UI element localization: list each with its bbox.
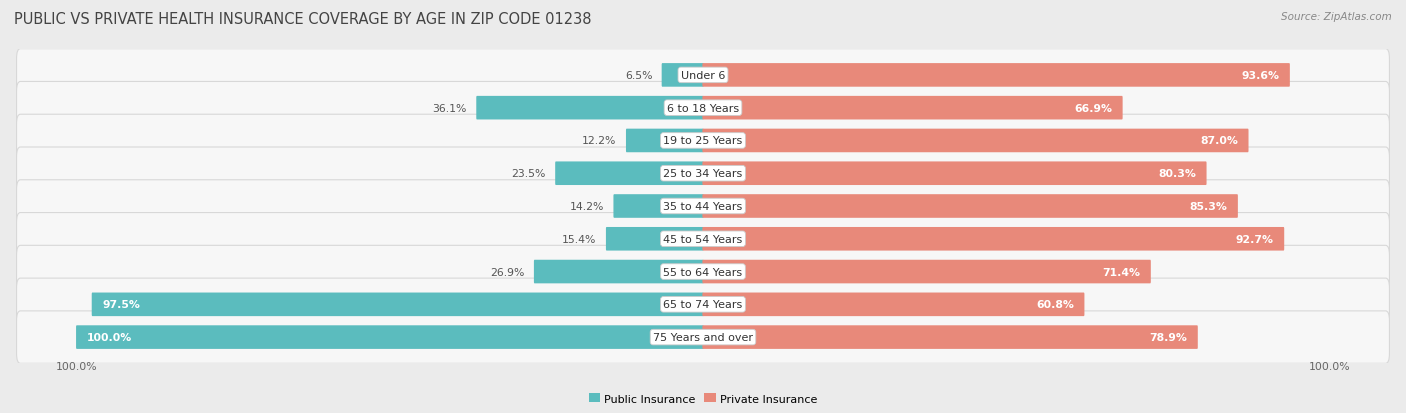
FancyBboxPatch shape [626,129,703,153]
Text: Under 6: Under 6 [681,71,725,81]
Text: 12.2%: 12.2% [582,136,617,146]
FancyBboxPatch shape [703,162,1206,185]
Text: 6 to 18 Years: 6 to 18 Years [666,103,740,114]
Text: 26.9%: 26.9% [491,267,524,277]
Text: 78.9%: 78.9% [1149,332,1187,342]
FancyBboxPatch shape [534,260,703,284]
Text: 55 to 64 Years: 55 to 64 Years [664,267,742,277]
Text: 75 Years and over: 75 Years and over [652,332,754,342]
Text: 35 to 44 Years: 35 to 44 Years [664,202,742,211]
FancyBboxPatch shape [17,50,1389,102]
FancyBboxPatch shape [17,180,1389,233]
FancyBboxPatch shape [606,228,703,251]
FancyBboxPatch shape [703,129,1249,153]
Text: 87.0%: 87.0% [1199,136,1237,146]
Legend: Public Insurance, Private Insurance: Public Insurance, Private Insurance [583,389,823,408]
FancyBboxPatch shape [703,97,1122,120]
Text: 97.5%: 97.5% [103,299,141,310]
FancyBboxPatch shape [17,311,1389,363]
FancyBboxPatch shape [703,195,1237,218]
Text: 85.3%: 85.3% [1189,202,1227,211]
Text: 92.7%: 92.7% [1236,234,1274,244]
Text: 23.5%: 23.5% [512,169,546,179]
Text: 100.0%: 100.0% [1309,361,1350,371]
FancyBboxPatch shape [703,325,1198,349]
Text: 80.3%: 80.3% [1159,169,1197,179]
FancyBboxPatch shape [17,213,1389,266]
FancyBboxPatch shape [703,64,1289,88]
Text: 65 to 74 Years: 65 to 74 Years [664,299,742,310]
Text: 100.0%: 100.0% [87,332,132,342]
Text: 36.1%: 36.1% [433,103,467,114]
Text: 66.9%: 66.9% [1074,103,1112,114]
Text: 71.4%: 71.4% [1102,267,1140,277]
FancyBboxPatch shape [703,228,1284,251]
Text: 15.4%: 15.4% [562,234,596,244]
FancyBboxPatch shape [76,325,703,349]
FancyBboxPatch shape [91,293,703,316]
Text: 25 to 34 Years: 25 to 34 Years [664,169,742,179]
FancyBboxPatch shape [613,195,703,218]
FancyBboxPatch shape [17,115,1389,167]
Text: 60.8%: 60.8% [1036,299,1074,310]
FancyBboxPatch shape [477,97,703,120]
Text: 14.2%: 14.2% [569,202,605,211]
Text: 100.0%: 100.0% [56,361,97,371]
FancyBboxPatch shape [17,148,1389,200]
Text: 45 to 54 Years: 45 to 54 Years [664,234,742,244]
Text: PUBLIC VS PRIVATE HEALTH INSURANCE COVERAGE BY AGE IN ZIP CODE 01238: PUBLIC VS PRIVATE HEALTH INSURANCE COVER… [14,12,592,27]
FancyBboxPatch shape [555,162,703,185]
Text: 93.6%: 93.6% [1241,71,1279,81]
FancyBboxPatch shape [662,64,703,88]
Text: 19 to 25 Years: 19 to 25 Years [664,136,742,146]
FancyBboxPatch shape [17,82,1389,135]
FancyBboxPatch shape [17,246,1389,298]
FancyBboxPatch shape [703,293,1084,316]
FancyBboxPatch shape [703,260,1152,284]
FancyBboxPatch shape [17,278,1389,331]
Text: 6.5%: 6.5% [624,71,652,81]
Text: Source: ZipAtlas.com: Source: ZipAtlas.com [1281,12,1392,22]
